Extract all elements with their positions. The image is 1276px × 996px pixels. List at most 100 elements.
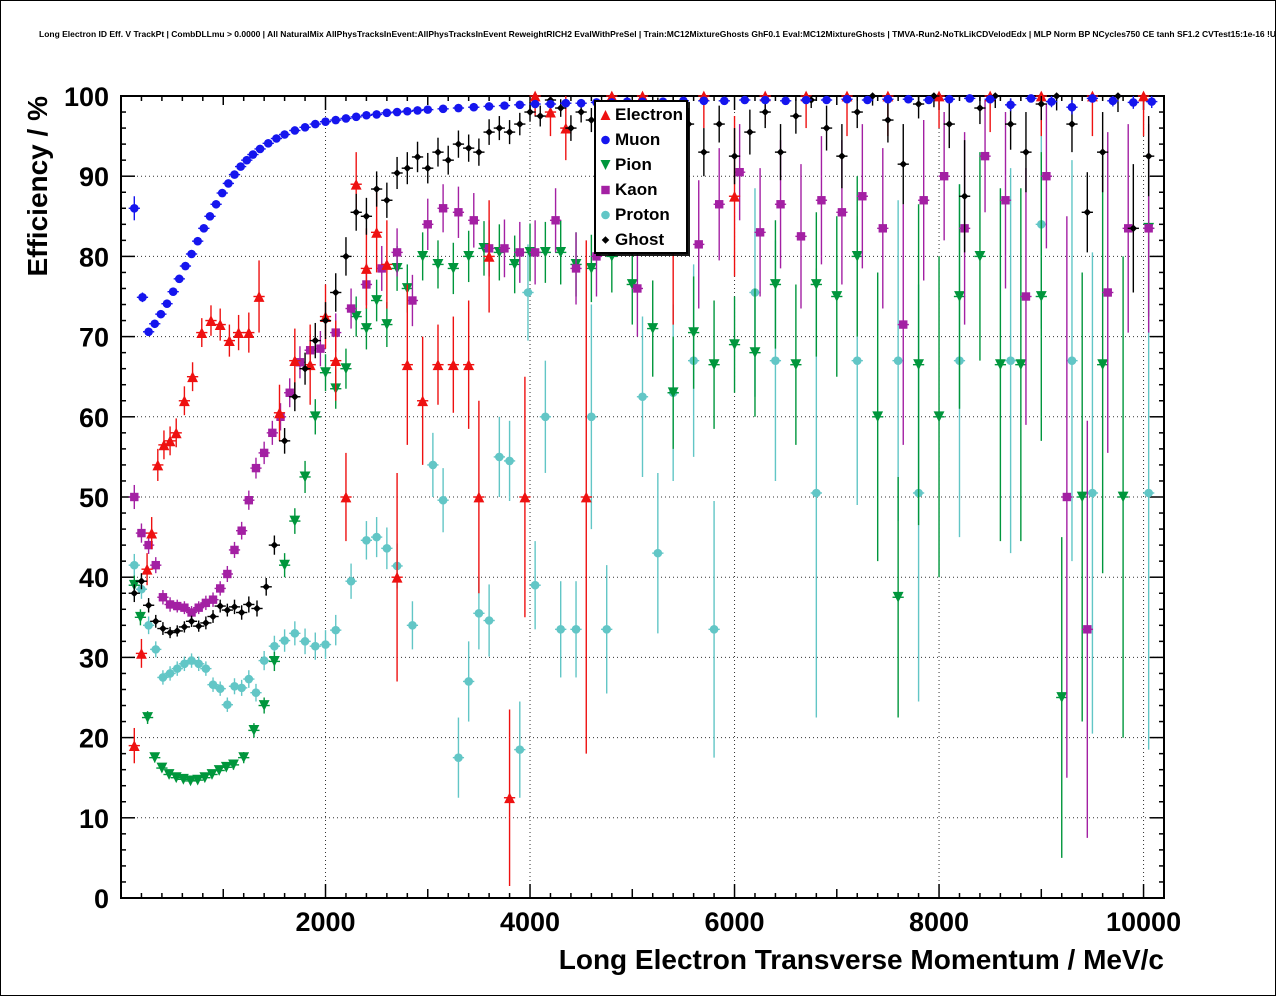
muon-marker <box>236 162 245 171</box>
muon-marker <box>1047 97 1056 106</box>
ghost-marker <box>280 437 289 445</box>
electron-marker <box>483 251 495 262</box>
ghost-marker <box>454 140 463 148</box>
kaon-marker <box>295 358 305 367</box>
x-tick-label: 8000 <box>909 907 969 937</box>
muon-marker <box>150 319 160 329</box>
electron-marker <box>447 359 459 371</box>
muon-marker <box>372 110 381 119</box>
ghost-marker <box>423 164 432 172</box>
pion-marker <box>749 347 761 359</box>
legend-label: Muon <box>615 130 661 149</box>
pion-marker <box>892 591 904 603</box>
pion-marker <box>432 259 444 270</box>
muon-marker <box>248 150 258 159</box>
kaon-legend-marker-icon <box>601 185 610 194</box>
ghost-marker <box>301 364 309 373</box>
ghost-marker <box>485 128 493 136</box>
ghost-marker <box>1052 92 1061 100</box>
proton-marker <box>893 356 903 365</box>
ghost-marker <box>245 600 253 609</box>
electron-marker <box>529 90 541 102</box>
ghost-marker <box>960 192 969 201</box>
kaon-marker <box>194 603 203 612</box>
pion-marker <box>667 387 679 399</box>
kaon-marker <box>173 601 182 611</box>
kaon-marker <box>817 196 826 205</box>
proton-marker <box>165 669 175 678</box>
y-tick-label: 30 <box>79 643 109 673</box>
ghost-marker <box>434 148 442 156</box>
muon-legend-marker-icon <box>601 135 610 144</box>
axis-tick-labels: 2000 4000 6000 8000 10000 0 10 20 30 40 50 60 70 80 90… <box>64 82 1181 937</box>
electron-marker <box>361 263 372 274</box>
electron-marker <box>432 359 444 371</box>
ghost-legend-glyph <box>601 235 610 244</box>
muon-marker <box>1108 96 1118 106</box>
pion-marker <box>185 775 196 787</box>
muon-marker <box>760 95 770 105</box>
pion-marker <box>268 656 280 667</box>
muon-marker <box>699 96 709 106</box>
kaon-marker <box>251 463 261 473</box>
ghost-marker <box>144 601 153 610</box>
kaon-marker <box>1083 625 1092 634</box>
proton-marker <box>300 637 310 646</box>
pion-marker <box>135 611 146 623</box>
axis-ticks <box>121 96 1164 898</box>
proton-marker <box>244 674 254 684</box>
proton-marker <box>587 412 596 422</box>
legend-label: Proton <box>615 205 670 224</box>
ghost-marker <box>291 392 299 401</box>
kaon-marker <box>858 192 867 201</box>
muon-marker <box>515 100 525 110</box>
proton-marker <box>290 629 300 638</box>
proton-marker <box>201 664 211 673</box>
kaon-marker <box>1021 292 1031 301</box>
y-axis-title: Efficiency / % <box>22 96 53 277</box>
proton-marker <box>158 673 168 682</box>
ghost-marker <box>362 212 371 221</box>
muon-marker <box>530 99 540 109</box>
electron-marker <box>253 291 265 302</box>
ghost-marker <box>556 104 565 112</box>
pion-marker <box>258 700 270 711</box>
legend-label: Ghost <box>615 230 665 249</box>
series-pion <box>128 140 1155 858</box>
muon-marker <box>362 110 371 120</box>
pion-marker <box>1035 291 1047 302</box>
kaon-marker <box>592 252 601 261</box>
kaon-marker <box>694 240 703 249</box>
proton-marker <box>346 576 356 586</box>
pion-marker <box>340 363 352 375</box>
ghost-marker <box>342 252 350 261</box>
ghost-marker <box>237 608 246 617</box>
kaon-marker <box>201 598 211 608</box>
pion-marker <box>954 291 965 302</box>
ghost-marker <box>202 619 210 627</box>
kaon-marker <box>1042 172 1051 181</box>
kaon-marker <box>187 608 196 617</box>
muon-marker <box>720 96 729 106</box>
muon-marker <box>1006 100 1015 110</box>
muon-marker <box>469 102 479 112</box>
kaon-marker <box>223 569 232 579</box>
pion-marker <box>1117 491 1129 503</box>
legend-item-pion: Pion <box>596 152 686 177</box>
muon-marker <box>863 95 872 105</box>
electron-marker <box>128 740 140 752</box>
muon-marker <box>280 130 289 139</box>
ghost-marker <box>253 604 261 613</box>
proton-marker <box>530 580 540 590</box>
electron-marker <box>223 335 235 347</box>
electron-marker <box>463 359 475 371</box>
ghost-marker <box>393 169 401 177</box>
muon-marker <box>944 94 954 104</box>
electron-marker <box>401 359 413 371</box>
legend-item-proton: Proton <box>596 202 686 227</box>
kaon-marker <box>633 284 642 293</box>
ghost-marker <box>1006 120 1015 128</box>
kaon-marker <box>259 448 269 458</box>
y-tick-label: 10 <box>79 804 109 834</box>
pion-marker <box>228 759 239 771</box>
